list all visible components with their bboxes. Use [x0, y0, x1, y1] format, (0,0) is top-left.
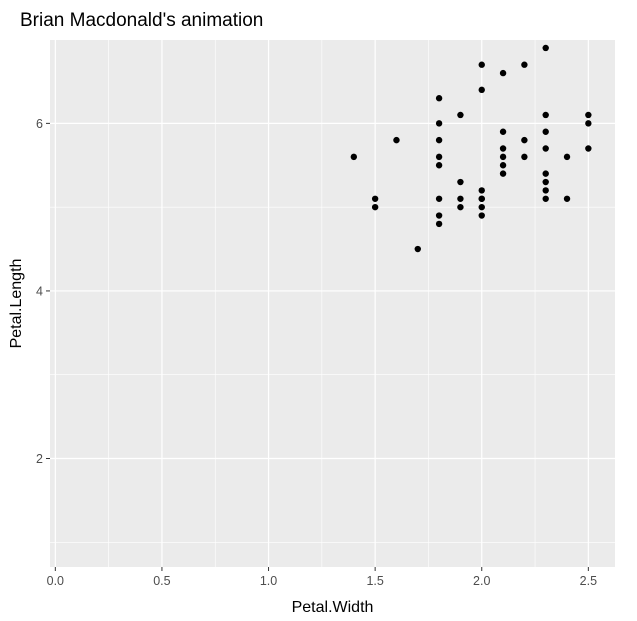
x-tick-label: 2.0	[473, 574, 490, 588]
data-point	[499, 170, 507, 177]
data-point	[478, 195, 485, 202]
data-point	[585, 120, 592, 127]
data-point	[542, 44, 549, 52]
data-point	[350, 153, 358, 161]
x-tick-label: 0.5	[153, 574, 170, 588]
y-tick-label: 2	[36, 452, 43, 466]
data-point	[542, 128, 549, 135]
data-point	[478, 86, 485, 94]
x-tick-label: 1.5	[366, 574, 383, 588]
y-axis: 2 4 6	[36, 117, 50, 466]
data-point	[478, 212, 485, 219]
y-tick-label: 4	[36, 284, 43, 298]
data-point	[371, 203, 379, 211]
data-point	[457, 111, 464, 119]
data-point	[414, 245, 421, 253]
plot-panel	[50, 40, 615, 567]
minor-gridlines	[50, 40, 615, 567]
data-point	[499, 145, 507, 152]
data-points	[350, 44, 592, 253]
x-tick-label: 0.0	[47, 574, 64, 588]
data-point	[457, 195, 464, 202]
x-tick-label: 1.0	[260, 574, 277, 588]
data-point	[478, 187, 485, 194]
data-point	[435, 195, 443, 202]
data-point	[542, 195, 549, 202]
y-axis-title: Petal.Length	[8, 259, 25, 349]
data-point	[521, 153, 528, 161]
data-point	[499, 162, 507, 169]
data-point	[542, 111, 549, 119]
data-point	[542, 170, 549, 177]
data-point	[542, 145, 549, 152]
data-point	[563, 195, 571, 202]
data-point	[435, 95, 443, 102]
data-point	[435, 162, 443, 169]
data-point	[371, 195, 379, 202]
data-point	[542, 178, 549, 186]
data-point	[435, 212, 443, 219]
data-point	[563, 153, 571, 161]
chart-title: Brian Macdonald's animation	[20, 10, 263, 31]
x-tick-label: 2.5	[580, 574, 597, 588]
data-point	[521, 136, 528, 144]
data-point	[457, 178, 464, 186]
data-point	[478, 61, 485, 68]
major-gridlines	[50, 40, 615, 567]
data-point	[393, 136, 400, 144]
data-point	[435, 220, 443, 228]
data-point	[542, 187, 549, 194]
data-point	[457, 203, 464, 211]
data-point	[499, 69, 507, 77]
x-axis-title: Petal.Width	[292, 599, 374, 616]
y-tick-label: 6	[36, 117, 43, 131]
data-point	[521, 61, 528, 68]
data-point	[435, 136, 443, 144]
data-point	[585, 111, 592, 119]
x-axis: 0.0 0.5 1.0 1.5 2.0 2.5	[47, 567, 597, 588]
data-point	[585, 145, 592, 152]
data-point	[435, 153, 443, 161]
data-point	[499, 128, 507, 135]
data-point	[478, 203, 485, 211]
data-point	[435, 120, 443, 127]
data-point	[499, 153, 507, 161]
